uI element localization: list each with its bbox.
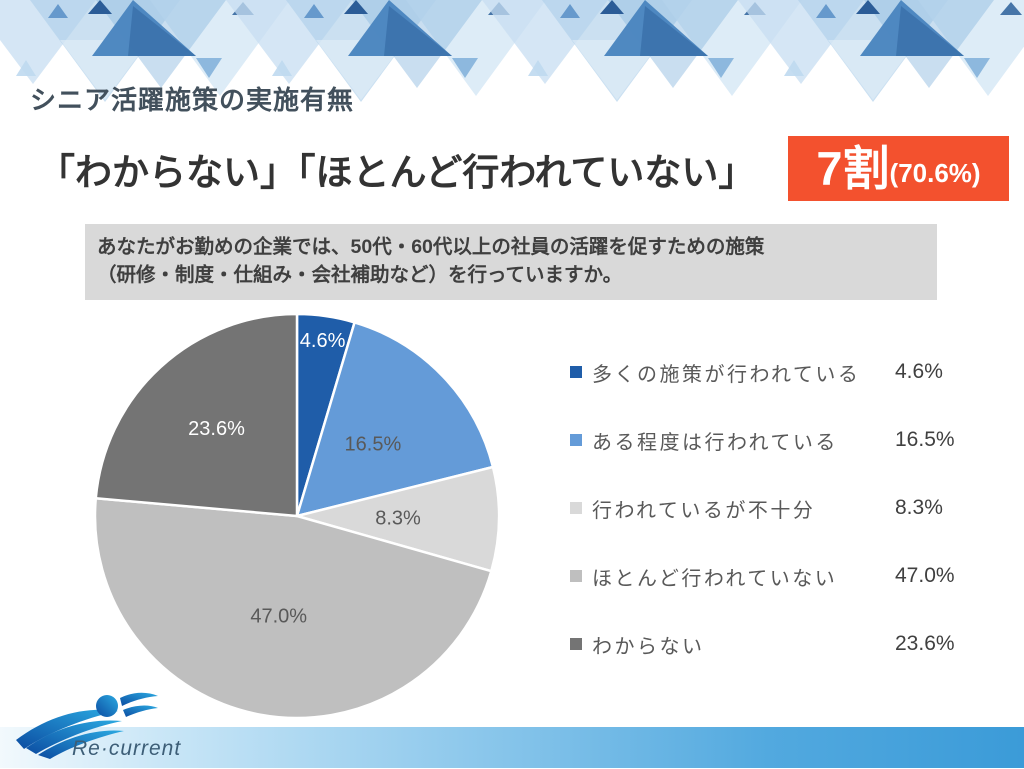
legend-marker-icon	[570, 570, 582, 582]
legend-label: 行われているが不十分	[592, 499, 816, 522]
legend: 多くの施策が行われている 4.6% ある程度は行われている 16.5% 行われているが不…	[570, 338, 1000, 678]
legend-label: わからない	[592, 635, 705, 658]
legend-label: ある程度は行われている	[592, 431, 838, 454]
pie-slice-label: 16.5%	[345, 433, 402, 455]
pie-slice-label: 47.0%	[250, 605, 307, 627]
legend-row: 行われているが不十分 8.3%	[570, 474, 1000, 542]
legend-value: 16.5%	[895, 428, 955, 451]
legend-marker-icon	[570, 434, 582, 446]
badge-sub-value: (70.6%)	[889, 157, 981, 188]
legend-label: 多くの施策が行われている	[592, 363, 861, 386]
survey-question-box: あなたがお勤めの企業では、50代・60代以上の社員の活躍を促すための施策 （研修…	[85, 224, 937, 300]
page-title: シニア活躍施策の実施有無	[30, 85, 355, 115]
headline-quote: 「わからない」「ほとんど行われていない」	[38, 152, 756, 193]
legend-marker-icon	[570, 366, 582, 378]
legend-value: 8.3%	[895, 496, 943, 519]
legend-row: ほとんど行われていない 47.0%	[570, 542, 1000, 610]
pie-chart-svg: 4.6% 16.5% 8.3% 47.0% 23.6%	[93, 312, 501, 720]
pie-slice-label: 23.6%	[188, 418, 245, 440]
legend-row: ある程度は行われている 16.5%	[570, 406, 1000, 474]
legend-marker-icon	[570, 502, 582, 514]
pie-slice-label: 8.3%	[375, 508, 421, 530]
legend-row: 多くの施策が行われている 4.6%	[570, 338, 1000, 406]
legend-value: 4.6%	[895, 360, 943, 383]
highlight-badge: 7割 (70.6%)	[788, 136, 1009, 201]
logo-text: Re·current	[72, 737, 181, 760]
pie-slice	[295, 465, 501, 573]
pie-slice	[94, 312, 299, 518]
pie-slice	[295, 321, 495, 518]
company-logo: Re·current	[10, 692, 230, 764]
legend-marker-icon	[570, 638, 582, 650]
legend-label: ほとんど行われていない	[592, 567, 838, 590]
badge-main-value: 7割	[816, 142, 890, 195]
legend-value: 47.0%	[895, 564, 955, 587]
footer-gradient-bar	[0, 727, 1024, 768]
pie-chart: 4.6% 16.5% 8.3% 47.0% 23.6%	[60, 300, 540, 730]
legend-row: わからない 23.6%	[570, 610, 1000, 678]
pie-slice	[93, 497, 493, 720]
recurrent-logo-icon: Re·current	[16, 692, 181, 760]
survey-question-line2: （研修・制度・仕組み・会社補助など）を行っていますか。	[97, 264, 623, 287]
survey-question-line1: あなたがお勤めの企業では、50代・60代以上の社員の活躍を促すための施策	[97, 236, 765, 258]
legend-value: 23.6%	[895, 632, 955, 655]
pie-slice-label: 4.6%	[300, 330, 346, 352]
